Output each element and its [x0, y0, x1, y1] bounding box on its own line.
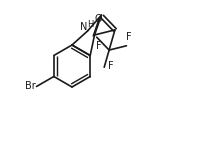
Text: F: F	[108, 61, 114, 71]
Text: N: N	[80, 22, 87, 32]
Text: Br: Br	[25, 81, 35, 92]
Text: H: H	[87, 20, 94, 29]
Text: F: F	[126, 32, 131, 42]
Text: F: F	[96, 41, 101, 51]
Text: O: O	[94, 14, 102, 24]
